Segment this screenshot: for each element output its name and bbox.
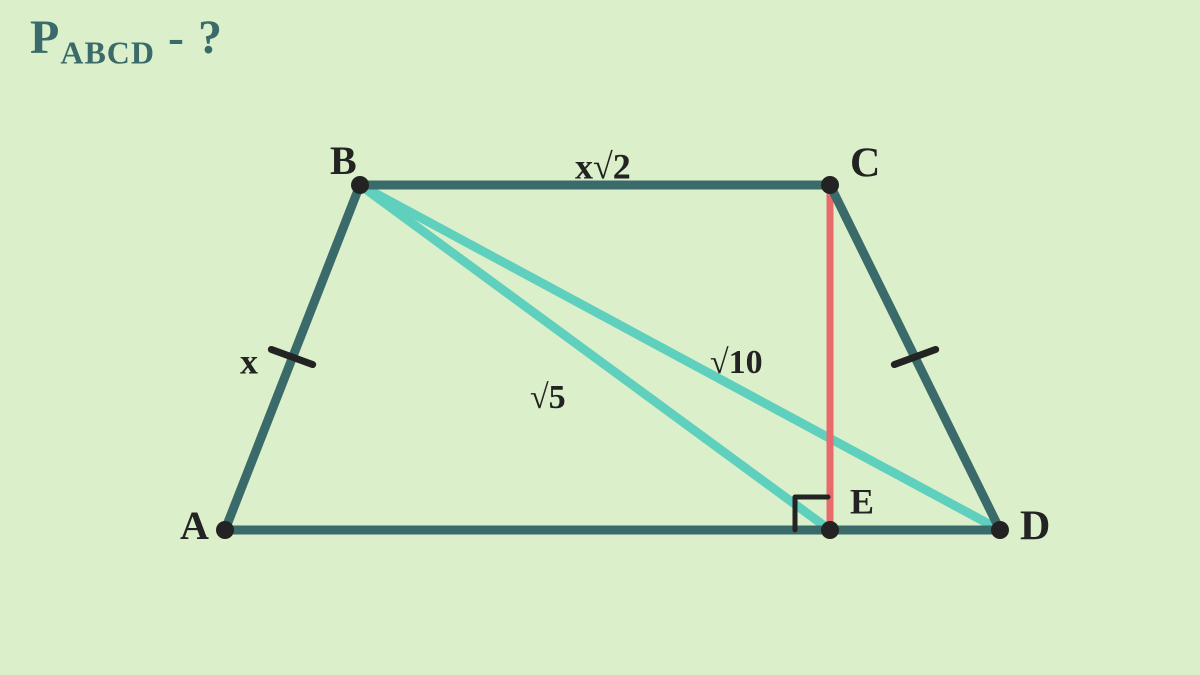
geometry-diagram: A B C D E x x√2 √5 √10 bbox=[0, 0, 1200, 675]
label-C: C bbox=[850, 141, 880, 187]
point-A bbox=[216, 521, 234, 539]
label-xr2: x√2 bbox=[575, 146, 631, 186]
point-D bbox=[991, 521, 1009, 539]
title-sub: ABCD bbox=[60, 35, 155, 71]
label-D: D bbox=[1020, 504, 1050, 550]
label-r10: √10 bbox=[710, 344, 763, 381]
title-text: PABCD - ? bbox=[30, 10, 223, 72]
label-x: x bbox=[240, 341, 258, 381]
point-E bbox=[821, 521, 839, 539]
background bbox=[0, 0, 1200, 675]
label-r5: √5 bbox=[530, 379, 566, 416]
point-C bbox=[821, 176, 839, 194]
label-E: E bbox=[850, 481, 874, 521]
title-prefix: P bbox=[30, 11, 60, 64]
label-B: B bbox=[330, 138, 357, 183]
title-suffix: - ? bbox=[155, 11, 223, 64]
label-A: A bbox=[180, 503, 209, 548]
